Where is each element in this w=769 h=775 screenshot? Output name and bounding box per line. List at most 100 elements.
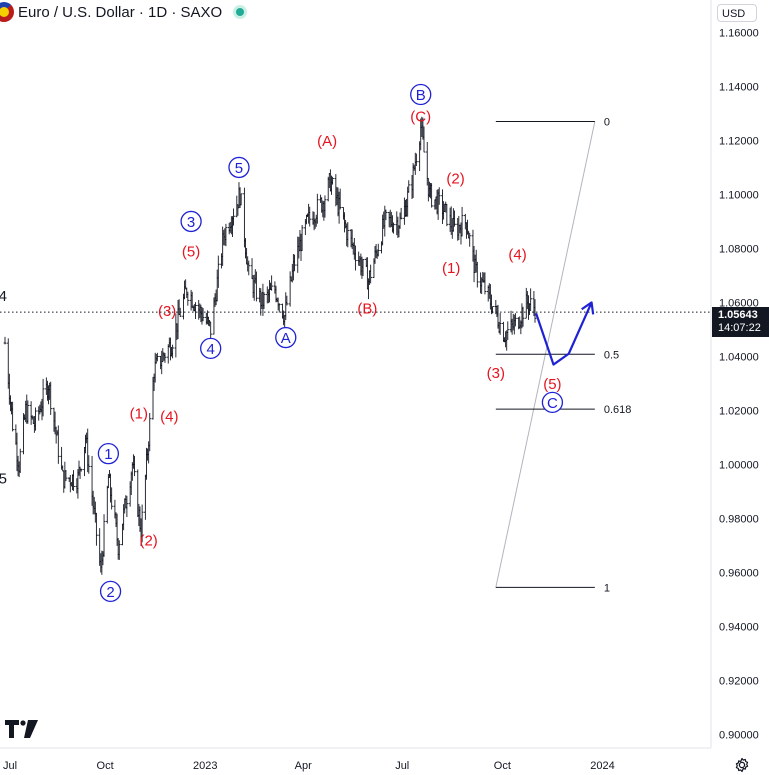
ohlc-bar xyxy=(18,448,22,474)
price-tick-label: 1.00000 xyxy=(719,459,759,471)
wave-label-text: (5) xyxy=(543,376,561,393)
wave-label-text: (4) xyxy=(160,408,178,425)
fib-level-label: 0.5 xyxy=(604,349,619,361)
wave-label: (B) xyxy=(357,300,377,317)
ohlc-bar xyxy=(270,275,274,291)
ohlc-bar xyxy=(224,223,228,247)
ohlc-bar xyxy=(414,153,418,167)
ohlc-bar xyxy=(148,413,152,452)
fib-level-label: 0.618 xyxy=(604,404,632,416)
ohlc-bar xyxy=(247,260,251,276)
wave-label: C xyxy=(541,391,564,414)
ohlc-bar xyxy=(308,206,312,227)
ohlc-bar xyxy=(533,299,537,323)
projection-arrowhead xyxy=(581,301,595,315)
wave-label: 5 xyxy=(0,470,7,487)
price-tick-label: 0.92000 xyxy=(719,675,759,687)
ohlc-bar xyxy=(140,504,144,543)
time-axis: Jul Oct 2023 Apr Jul Oct 2024 xyxy=(3,760,615,772)
ohlc-bar xyxy=(346,222,350,248)
ohlc-bar xyxy=(11,401,15,432)
wave-label: (1) xyxy=(442,260,460,277)
wave-label-text: B xyxy=(416,87,426,104)
price-tick-label: 1.04000 xyxy=(719,351,759,363)
wave-label-text: 4 xyxy=(0,288,7,305)
ohlc-bar xyxy=(110,487,114,510)
fib-level-label: 0 xyxy=(604,117,610,129)
chart-header: Euro / U.S. Dollar · 1D · SAXO xyxy=(0,0,245,24)
ohlc-bar xyxy=(506,321,510,340)
ohlc-bar xyxy=(194,302,197,320)
ohlc-bar xyxy=(293,254,296,272)
price-tick-label: 1.16000 xyxy=(719,27,759,39)
wave-label-text: (B) xyxy=(357,300,377,317)
wave-label-text: (2) xyxy=(139,533,157,550)
wave-label: B xyxy=(410,83,432,106)
wave-label: (4) xyxy=(160,408,178,425)
wave-label-text: (4) xyxy=(508,246,526,263)
wave-label-text: (5) xyxy=(182,244,200,261)
last-price-tag: 1.05643 14:07:22 xyxy=(712,307,769,337)
ohlc-bar xyxy=(521,306,525,327)
ohlc-bar xyxy=(95,512,98,546)
bar-countdown: 14:07:22 xyxy=(718,322,761,334)
wave-label-text: 2 xyxy=(106,584,114,601)
ohlc-bar xyxy=(216,255,220,288)
wave-label-circle xyxy=(180,210,202,233)
wave-label: (5) xyxy=(182,244,200,261)
ohlc-bar xyxy=(87,455,91,474)
wave-label-text: 5 xyxy=(0,470,7,487)
wave-label-text: 3 xyxy=(187,214,195,231)
last-price: 1.05643 xyxy=(718,309,758,321)
currency-button[interactable]: USD xyxy=(717,4,757,22)
ohlc-bar xyxy=(232,208,235,226)
ohlc-bar xyxy=(133,455,136,477)
price-tick-label: 1.14000 xyxy=(719,81,759,93)
wave-label: (5) xyxy=(543,376,561,393)
ohlc-bar xyxy=(3,336,7,345)
tradingview-logo-icon[interactable] xyxy=(5,720,39,738)
ohlc-bar xyxy=(64,470,68,482)
ohlc-bar xyxy=(399,207,403,220)
ohlc-bar xyxy=(34,407,37,431)
ohlc-bar xyxy=(155,352,159,362)
price-tick-label: 0.90000 xyxy=(719,729,759,741)
price-tick-label: 1.08000 xyxy=(719,243,759,255)
fibonacci-retracement: 0 0.5 0.618 1 xyxy=(495,117,632,594)
ohlc-bar xyxy=(445,203,449,227)
ohlc-bar xyxy=(529,288,533,311)
ohlc-bar xyxy=(369,264,373,284)
wave-label: (2) xyxy=(446,171,464,188)
ohlc-bar xyxy=(201,308,205,322)
wave-label: (A) xyxy=(317,133,337,150)
wave-label: 4 xyxy=(0,288,7,305)
ohlc-bar xyxy=(254,271,258,302)
ohlc-bar xyxy=(407,180,411,193)
ohlc-bar xyxy=(239,193,243,206)
wave-label: (4) xyxy=(508,246,526,263)
settings-gear-icon[interactable] xyxy=(734,757,750,773)
wave-label-circle xyxy=(410,83,432,106)
candlestick-series xyxy=(3,116,537,575)
ohlc-bar xyxy=(56,425,60,464)
projection-path xyxy=(535,301,595,366)
ohlc-bar xyxy=(331,176,334,185)
ohlc-bar xyxy=(315,193,319,224)
ohlc-bar xyxy=(49,381,53,415)
symbol-title[interactable]: Euro / U.S. Dollar · 1D · SAXO xyxy=(18,3,223,21)
wave-label: 4 xyxy=(200,337,222,359)
ohlc-bar xyxy=(468,232,472,247)
wave-label-text: (A) xyxy=(317,133,337,150)
ohlc-bar xyxy=(209,321,213,339)
ohlc-bar xyxy=(430,183,434,208)
price-tick-label: 1.10000 xyxy=(719,189,759,201)
ohlc-bar xyxy=(125,495,129,518)
wave-label: A xyxy=(275,326,297,349)
ohlc-bar xyxy=(437,187,441,205)
ohlc-bar xyxy=(498,313,502,335)
price-tick-label: 0.98000 xyxy=(719,513,759,525)
wave-label-circle xyxy=(99,580,122,603)
wave-label-text: (C) xyxy=(410,109,431,126)
